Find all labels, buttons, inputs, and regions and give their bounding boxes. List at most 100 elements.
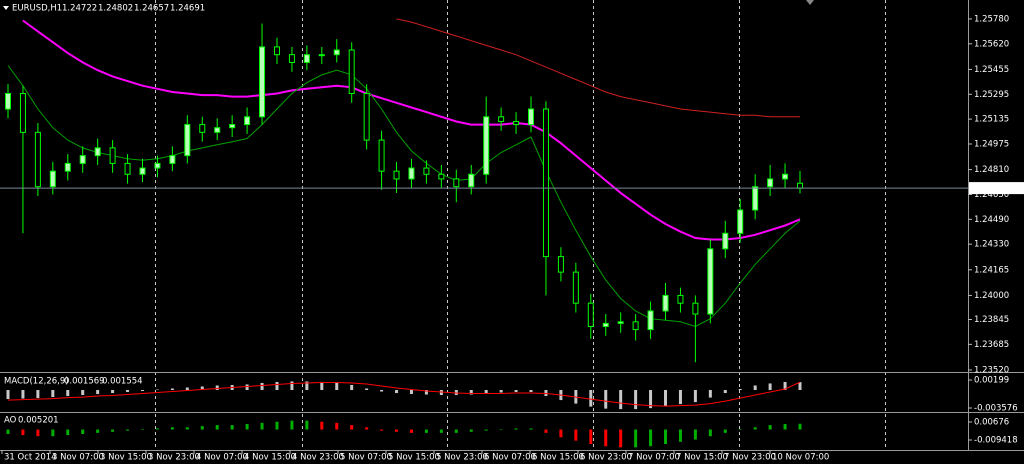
menu-arrow[interactable]	[3, 6, 9, 10]
x-tick-label: 3 Nov 23:00	[148, 453, 200, 463]
ao-bar	[649, 429, 653, 447]
indicator-title: MACD(12,26,9)	[4, 377, 69, 387]
ao-bar	[454, 429, 458, 433]
macd-bar	[96, 390, 100, 395]
macd-bar	[260, 382, 264, 391]
ao-bar	[708, 429, 712, 437]
x-tick-label: 6 Nov 23:00	[580, 453, 632, 463]
current-price-label: 1.24691	[974, 184, 1009, 194]
candle-body	[438, 173, 445, 180]
candle-body	[214, 127, 221, 133]
x-tick-label: 6 Nov 15:00	[532, 453, 584, 463]
candle-body	[587, 302, 594, 327]
candle-body	[647, 310, 654, 331]
macd-bar	[275, 381, 279, 391]
x-tick-label: 4 Nov 23:00	[292, 453, 344, 463]
macd-bar	[350, 384, 354, 391]
x-tick-label: 10 Nov 07:00	[772, 453, 829, 463]
ao-bar	[21, 429, 25, 436]
ao-bar	[395, 429, 399, 432]
moving-average	[7, 65, 801, 328]
y-tick-label: 1.25135	[974, 115, 1009, 125]
macd-bar	[469, 390, 473, 395]
ao-bar	[81, 429, 85, 434]
macd-bar	[290, 381, 294, 391]
ao-bar	[365, 427, 369, 430]
candle-body	[797, 182, 803, 189]
macd-bar	[170, 388, 174, 391]
candle-body	[333, 49, 340, 56]
macd-bar	[245, 384, 249, 391]
ao-bar	[619, 429, 623, 448]
candle-body	[528, 108, 535, 126]
ao-bar	[111, 429, 115, 432]
macd-bar	[335, 382, 339, 391]
macd-bar	[155, 389, 159, 391]
y-tick-label: -0.009418	[974, 436, 1018, 446]
moving-average	[396, 18, 800, 118]
ao-bar	[529, 428, 533, 430]
ao-bar	[200, 426, 204, 430]
ohlc-value: 1.24722	[62, 4, 97, 14]
indicator-value: 0.005201	[18, 416, 59, 426]
ao-bar	[140, 429, 144, 431]
ohlc-value: 1.24802	[98, 4, 133, 14]
macd-bar	[140, 390, 144, 392]
candle-body	[468, 173, 475, 188]
ao-bar	[275, 421, 279, 430]
candle-body	[19, 93, 26, 133]
ao-bar	[693, 429, 697, 440]
ao-bar	[798, 423, 802, 430]
candle-body	[288, 54, 295, 63]
candle-body	[423, 167, 430, 175]
candle-body	[393, 170, 400, 180]
candle-body	[677, 294, 684, 304]
candle-body	[244, 116, 251, 126]
indicator-value: 0.001554	[102, 377, 143, 387]
macd-bar	[499, 390, 503, 393]
x-tick-label: 6 Nov 07:00	[484, 453, 536, 463]
x-tick-label: 7 Nov 15:00	[676, 453, 728, 463]
macd-bar	[693, 390, 697, 403]
y-tick-label: 1.25455	[974, 65, 1009, 75]
candle-body	[199, 124, 206, 133]
macd-bar	[424, 390, 428, 395]
macd-bar	[783, 381, 787, 391]
candle-body	[49, 170, 56, 188]
candle-body	[5, 93, 11, 110]
macd-bar	[21, 390, 25, 399]
ao-bar	[604, 429, 608, 447]
candle-body	[303, 54, 310, 63]
macd-bar	[81, 390, 85, 396]
macd-bar	[6, 390, 10, 400]
macd-bar	[589, 390, 593, 407]
ohlc-value: 1.24657	[134, 4, 169, 14]
macd-bar	[111, 390, 115, 394]
ao-bar	[409, 429, 413, 433]
macd-bar	[753, 385, 757, 391]
y-tick-label: 1.24165	[974, 265, 1009, 275]
x-tick-label: 5 Nov 23:00	[436, 453, 488, 463]
ao-bar	[185, 427, 189, 430]
y-tick-label: 1.24000	[974, 291, 1009, 301]
y-tick-label: 0.00676	[974, 418, 1009, 428]
candle-body	[318, 54, 325, 57]
macd-bar	[738, 388, 742, 391]
y-tick-label: 1.23520	[974, 365, 1009, 375]
x-tick-label: 7 Nov 07:00	[628, 453, 680, 463]
ao-bar	[783, 423, 787, 430]
y-tick-label: 0.00199	[974, 375, 1009, 385]
ao-bar	[126, 429, 130, 431]
candle-body	[483, 116, 490, 175]
candle-body	[273, 46, 280, 56]
ao-bar	[245, 423, 249, 430]
y-tick-label: 1.24810	[974, 165, 1009, 175]
ao-bar	[170, 427, 174, 430]
indicator-value: 0.001569	[64, 377, 105, 387]
ao-bar	[260, 422, 264, 430]
moving-average	[22, 19, 801, 241]
macd-bar	[66, 390, 70, 397]
macd-bar	[200, 386, 204, 391]
current-price-box	[969, 182, 1024, 195]
